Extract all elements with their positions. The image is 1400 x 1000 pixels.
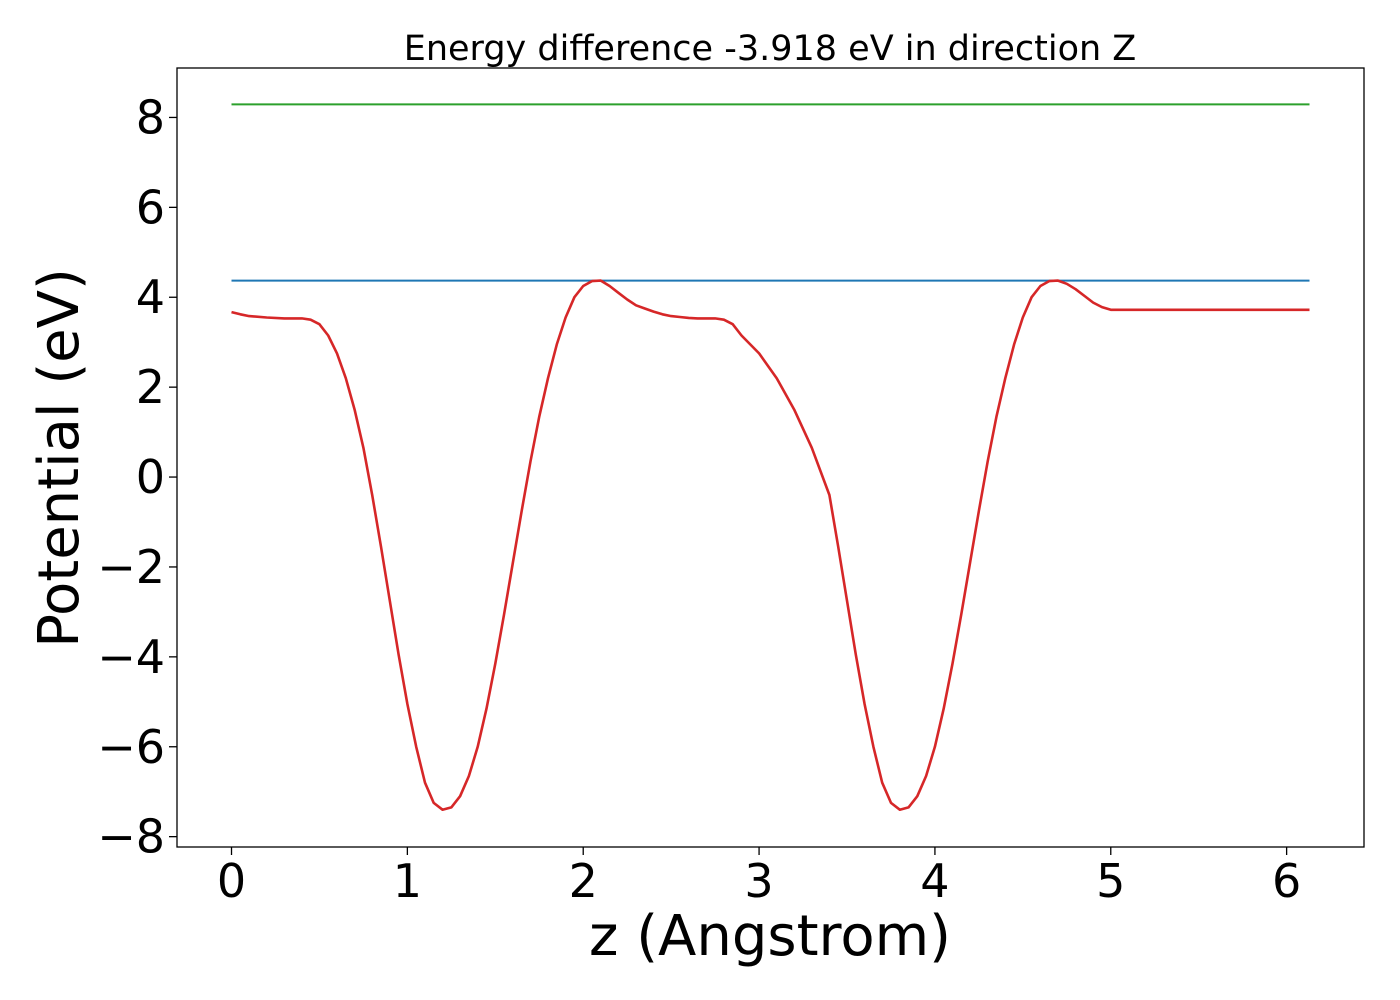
y-tick-label: −8 [97,810,165,864]
series-line-2 [231,279,1310,812]
x-tick-label: 5 [1096,854,1125,908]
y-tick-label: −6 [97,720,165,774]
chart-title: Energy difference -3.918 eV in direction… [404,29,1137,69]
plot-frame [176,67,1365,848]
y-tick-label: 8 [136,90,165,144]
x-tick-label: 4 [920,854,949,908]
y-tick-label: −4 [97,630,165,684]
x-tick-label: 3 [744,854,773,908]
x-axis-ticks: 0 1 2 3 4 5 6 [217,847,1301,908]
x-tick-label: 2 [569,854,598,908]
series-layer [231,103,1310,812]
y-tick-label: 6 [136,180,165,234]
y-tick-label: 4 [136,270,165,324]
x-tick-label: 0 [217,854,246,908]
y-axis-ticks: 8 6 4 2 0 −2 −4 −6 −8 [97,90,177,864]
y-tick-label: 0 [136,450,165,504]
y-axis-label: Potential (eV) [27,268,92,648]
x-tick-label: 1 [393,854,422,908]
y-tick-label: −2 [97,540,165,594]
y-tick-label: 2 [136,360,165,414]
x-tick-label: 6 [1272,854,1301,908]
x-axis-label: z (Angstrom) [589,904,951,969]
